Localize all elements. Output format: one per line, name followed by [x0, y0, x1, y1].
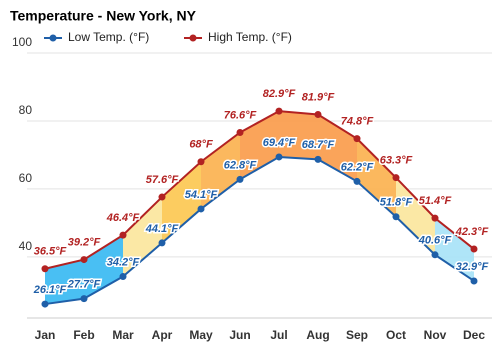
- point: [431, 251, 439, 259]
- x-tick-label: Jun: [229, 328, 250, 342]
- legend-label: Low Temp. (°F): [68, 30, 149, 44]
- value-label: 44.1°F: [145, 223, 179, 235]
- point: [275, 153, 283, 161]
- point: [470, 277, 478, 285]
- value-label: 68°F: [189, 139, 213, 151]
- value-label: 39.2°F: [68, 236, 101, 248]
- point: [236, 129, 244, 136]
- point: [353, 135, 361, 143]
- temp-band: [279, 111, 318, 160]
- point: [41, 265, 49, 273]
- point: [275, 107, 283, 115]
- value-label: 68.7°F: [302, 139, 335, 151]
- point: [353, 177, 361, 185]
- point: [197, 158, 205, 166]
- value-label: 62.8°F: [224, 159, 257, 171]
- temp-band: [201, 132, 240, 209]
- temp-band: [123, 197, 162, 277]
- point: [314, 155, 322, 163]
- value-label: 76.6°F: [224, 109, 257, 121]
- value-label: 82.9°F: [263, 88, 296, 100]
- value-label: 62.2°F: [341, 161, 374, 173]
- legend-label: High Temp. (°F): [208, 30, 292, 44]
- x-tick-label: Sep: [346, 328, 368, 342]
- x-tick-label: Oct: [386, 328, 406, 342]
- point: [158, 239, 166, 247]
- y-tick-label: 80: [19, 103, 33, 117]
- x-tick-label: Jan: [35, 328, 56, 342]
- y-tick-label: 40: [19, 239, 33, 253]
- value-label: 51.4°F: [419, 195, 452, 207]
- point: [392, 213, 400, 221]
- point: [80, 295, 88, 303]
- value-label: 51.8°F: [380, 197, 413, 209]
- temp-band: [45, 259, 84, 305]
- legend: Low Temp. (°F) High Temp. (°F): [44, 30, 292, 44]
- x-tick-label: Apr: [152, 328, 173, 342]
- value-label: 54.1°F: [185, 189, 218, 201]
- value-label: 69.4°F: [263, 137, 296, 149]
- value-label: 46.4°F: [106, 212, 140, 224]
- x-tick-label: Mar: [112, 328, 134, 342]
- y-tick-label: 100: [12, 35, 32, 49]
- point: [80, 256, 88, 264]
- temp-band: [84, 235, 123, 299]
- value-label: 74.8°F: [341, 116, 374, 128]
- point: [41, 300, 49, 308]
- point: [119, 231, 127, 239]
- series-line: [44, 110, 475, 270]
- temp-band: [435, 218, 474, 281]
- temp-band: [162, 161, 201, 243]
- point: [197, 205, 205, 213]
- value-label: 42.3°F: [455, 226, 489, 238]
- point: [314, 110, 322, 118]
- point: [431, 214, 439, 222]
- value-label: 27.7°F: [67, 279, 101, 291]
- value-label: 36.5°F: [34, 246, 67, 258]
- value-label: 63.3°F: [380, 155, 413, 167]
- value-label: 81.9°F: [302, 91, 335, 103]
- point: [236, 175, 244, 183]
- point: [392, 174, 400, 182]
- y-tick-label: 60: [19, 171, 33, 185]
- chart-title: Temperature - New York, NY: [10, 8, 197, 24]
- value-label: 26.1°F: [33, 284, 67, 296]
- x-tick-label: Aug: [306, 328, 329, 342]
- legend-marker: [49, 34, 57, 42]
- point: [158, 193, 166, 201]
- temp-band: [396, 177, 435, 255]
- x-tick-label: Nov: [424, 328, 447, 342]
- legend-marker: [189, 34, 197, 42]
- series-line: [44, 155, 475, 306]
- x-tick-label: Jul: [270, 328, 287, 342]
- point: [470, 245, 478, 253]
- value-label: 40.6°F: [418, 235, 452, 247]
- x-tick-label: Feb: [73, 328, 94, 342]
- x-tick-label: May: [189, 328, 213, 342]
- value-label: 32.9°F: [456, 261, 489, 273]
- value-label: 57.6°F: [146, 174, 179, 186]
- temp-band: [357, 138, 396, 217]
- value-label: 34.2°F: [107, 256, 140, 268]
- x-tick-label: Dec: [463, 328, 485, 342]
- point: [119, 273, 127, 281]
